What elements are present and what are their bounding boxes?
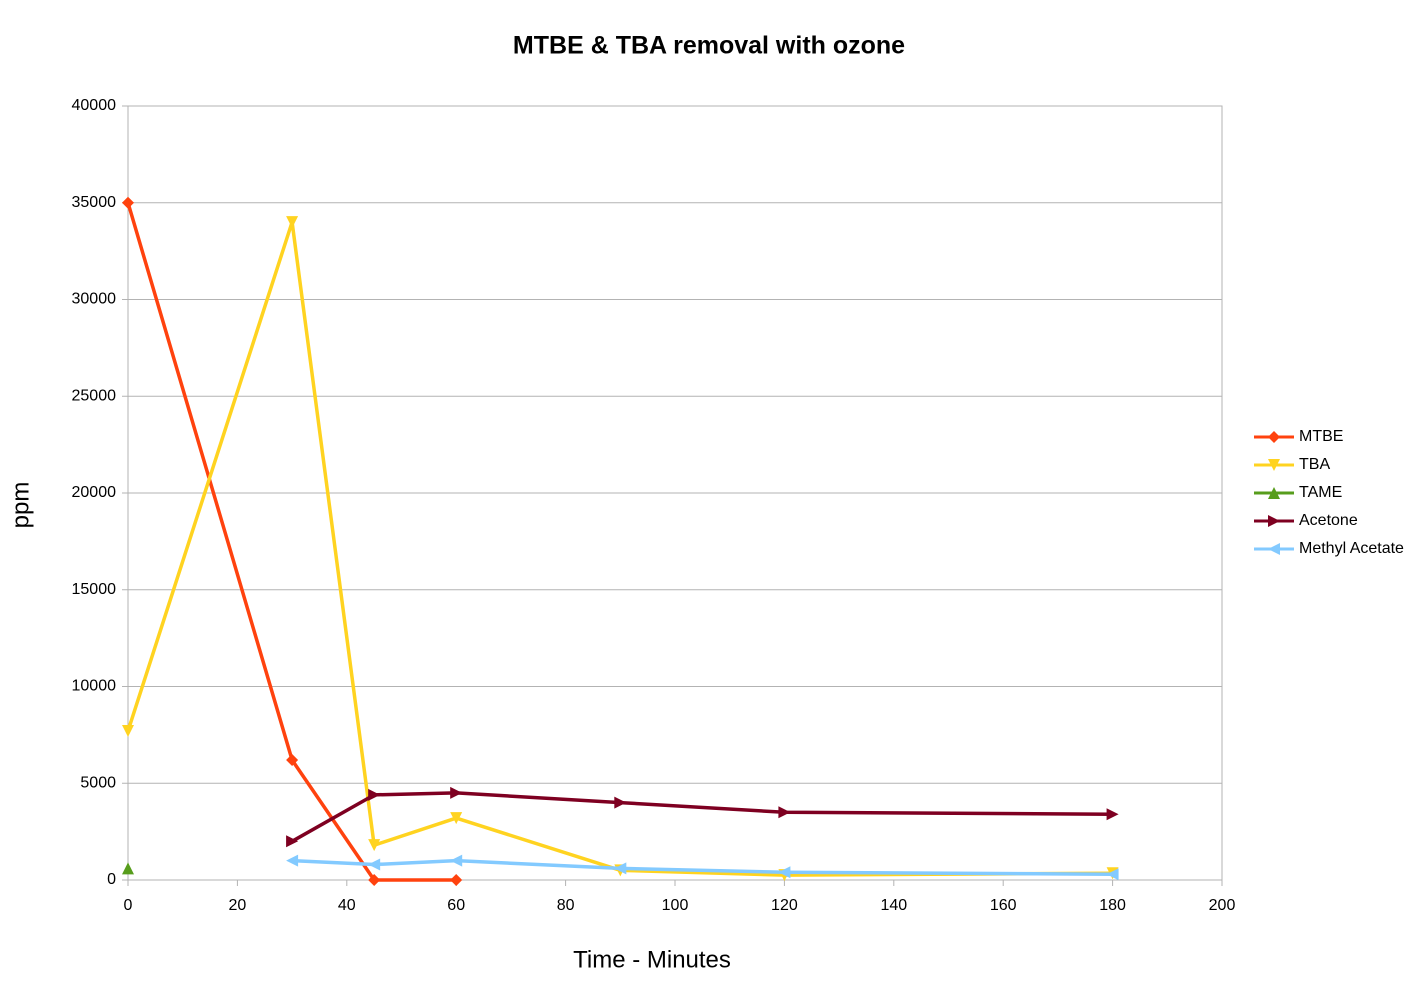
data-point <box>368 788 381 801</box>
data-point <box>450 812 463 825</box>
data-point <box>368 839 381 852</box>
y-tick-label: 30000 <box>72 291 117 308</box>
y-tick-label: 35000 <box>72 194 117 211</box>
x-tick-label: 80 <box>557 897 575 914</box>
legend-label: Methyl Acetate <box>1299 540 1404 557</box>
y-tick-label: 20000 <box>72 484 117 501</box>
data-point <box>450 874 463 886</box>
x-tick-label: 0 <box>124 897 133 914</box>
y-tick-label: 5000 <box>80 774 116 791</box>
y-axis-label: ppm <box>7 482 34 529</box>
y-tick-label: 15000 <box>72 581 117 598</box>
y-tick-label: 10000 <box>72 678 117 695</box>
legend-marker <box>1268 543 1280 555</box>
chart-title: MTBE & TBA removal with ozone <box>513 32 905 60</box>
data-point <box>450 786 463 799</box>
data-point <box>450 854 463 867</box>
legend-label: Acetone <box>1299 512 1358 529</box>
x-tick-label: 60 <box>447 897 465 914</box>
data-point <box>1106 808 1119 821</box>
legend-label: MTBE <box>1299 428 1343 445</box>
series-line <box>291 791 1113 843</box>
series-line <box>126 220 1113 877</box>
legend-marker <box>1268 487 1280 499</box>
x-tick-label: 160 <box>990 897 1017 914</box>
data-point <box>286 216 299 229</box>
x-tick-label: 120 <box>771 897 798 914</box>
y-tick-label: 0 <box>107 871 116 888</box>
x-tick-label: 20 <box>229 897 247 914</box>
series-line <box>292 858 1113 876</box>
legend-marker <box>1268 515 1280 527</box>
data-point <box>614 862 627 875</box>
data-point <box>778 866 791 879</box>
data-point <box>286 835 299 848</box>
data-point <box>368 858 381 871</box>
data-point <box>778 806 791 819</box>
legend-label: TBA <box>1299 456 1330 473</box>
legend-marker <box>1268 459 1280 471</box>
y-tick-label: 25000 <box>72 387 117 404</box>
x-tick-label: 40 <box>338 897 356 914</box>
data-point <box>368 874 381 886</box>
x-tick-label: 200 <box>1209 897 1236 914</box>
y-tick-label: 40000 <box>72 97 117 114</box>
data-point <box>1106 868 1119 881</box>
x-tick-label: 180 <box>1099 897 1126 914</box>
legend-label: TAME <box>1299 484 1342 501</box>
data-point <box>122 725 134 738</box>
data-point <box>286 854 299 867</box>
x-tick-label: 100 <box>662 897 689 914</box>
x-axis-label: Time - Minutes <box>573 946 731 973</box>
data-point <box>614 796 627 809</box>
data-point <box>122 196 134 209</box>
data-point <box>286 754 299 767</box>
data-point <box>122 862 134 875</box>
series-line <box>126 202 457 882</box>
legend-marker <box>1268 431 1280 443</box>
x-tick-label: 140 <box>880 897 907 914</box>
